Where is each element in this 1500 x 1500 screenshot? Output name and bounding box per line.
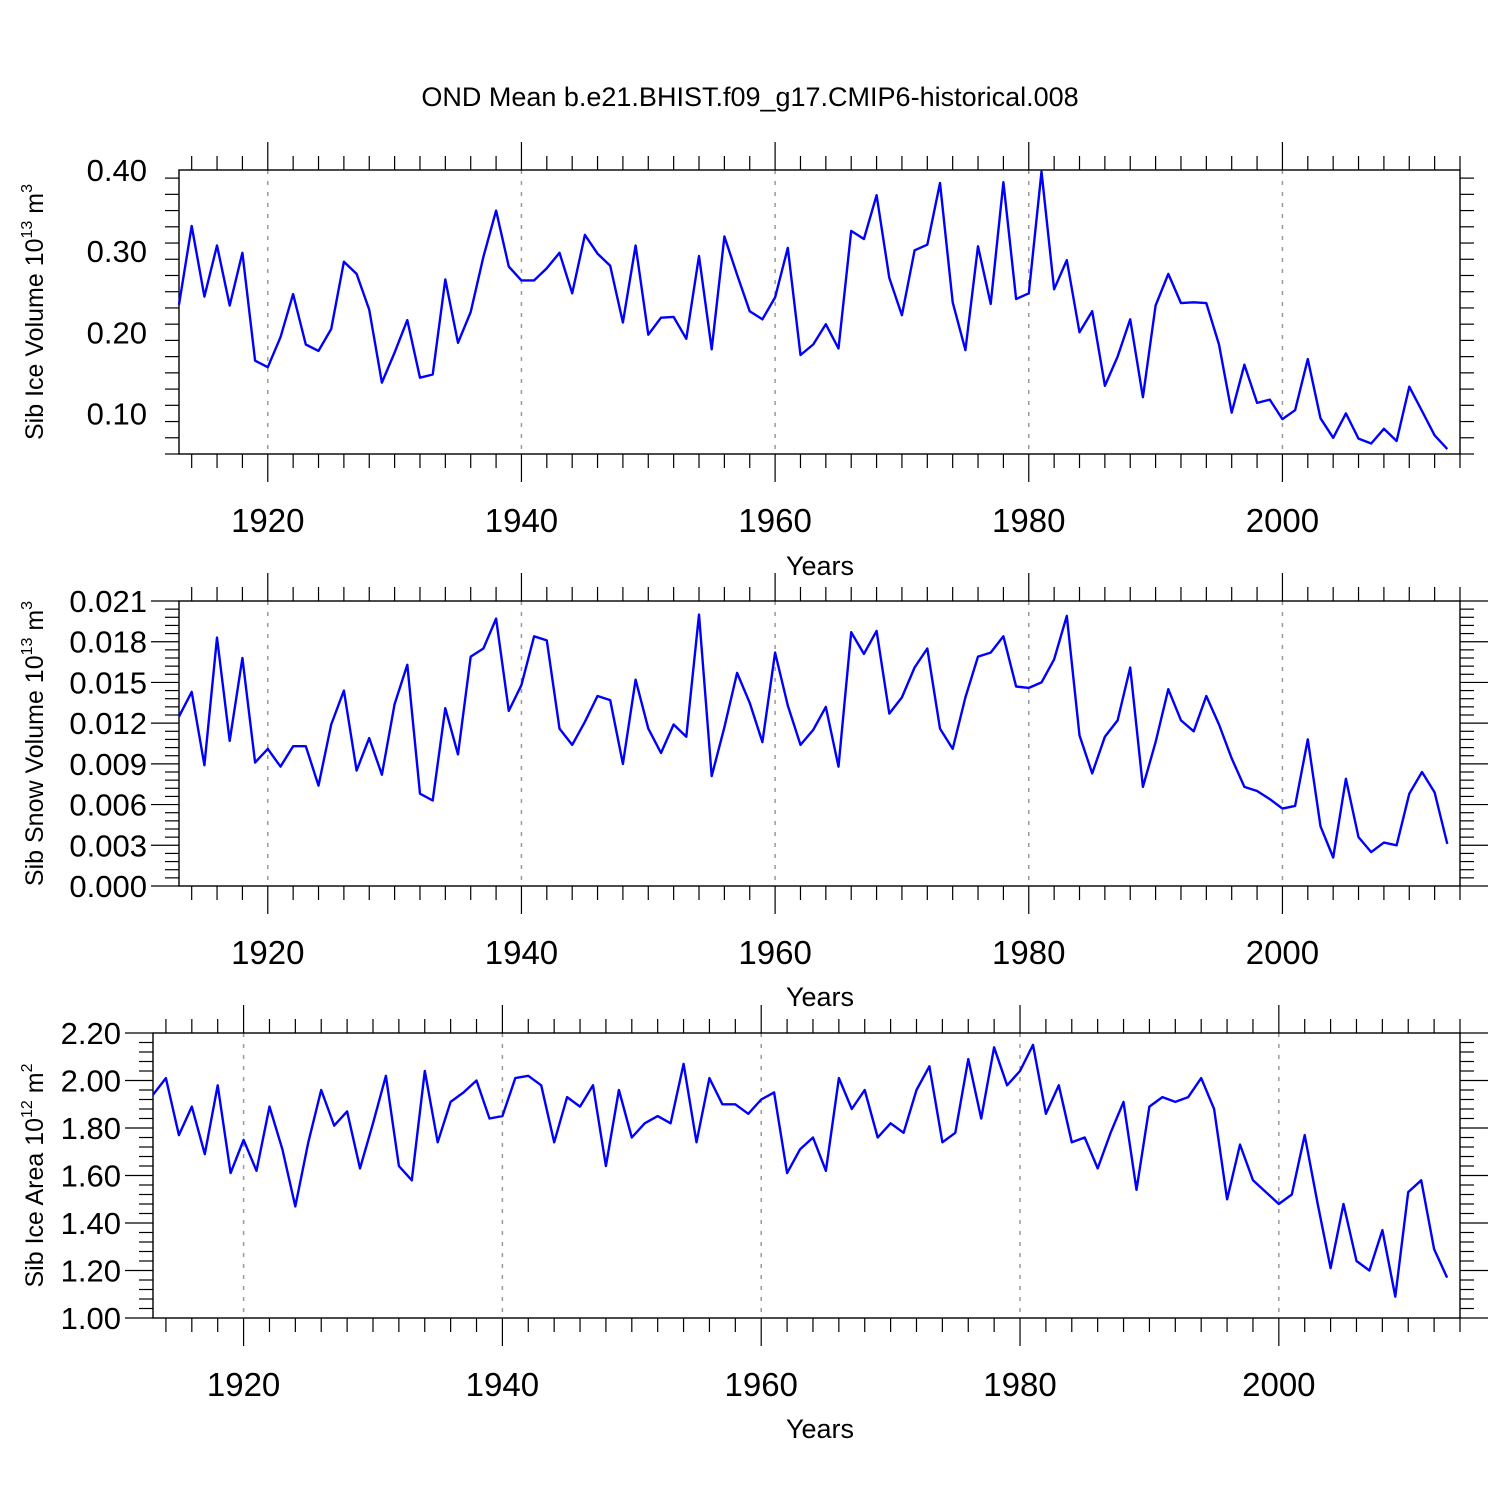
y-tick-label: 0.40: [87, 153, 147, 188]
y-tick-label: 0.003: [69, 828, 147, 863]
series-line: [177, 613, 1449, 859]
y-tick-label: 0.000: [69, 869, 147, 904]
x-tick-label: 1940: [485, 934, 558, 971]
y-tick-label: 2.20: [61, 1016, 121, 1051]
x-tick-label: 1920: [207, 1366, 280, 1403]
plot-frame: [178, 169, 1461, 455]
panel-1: 1920 1940 1960 1980 2000 Years 0.10 0.20 0.30 0.4…: [19, 142, 1474, 581]
x-tick-label: 1960: [724, 1366, 797, 1403]
series-line: [177, 170, 1449, 450]
x-tick-label: 1980: [992, 502, 1065, 539]
series-line: [152, 1043, 1449, 1298]
x-tick-label: 1940: [485, 502, 558, 539]
panel-2: 1920 1940 1960 1980 2000 Years 0.000 0.003 0.006…: [19, 573, 1488, 1012]
y-tick-label: 0.30: [87, 234, 147, 269]
x-axis-label: Years: [786, 982, 854, 1012]
x-tick-label: 1980: [992, 934, 1065, 971]
plot-frame: [178, 600, 1461, 887]
plot-frame: [152, 1032, 1461, 1319]
y-tick-label: 0.018: [69, 625, 147, 660]
x-tick-label: 1960: [738, 934, 811, 971]
y-axis-label: Sib Ice Volume 1013 m3: [19, 184, 49, 440]
x-axis-label: Years: [786, 1414, 854, 1444]
x-tick-label: 2000: [1246, 934, 1319, 971]
y-tick-label: 1.00: [61, 1301, 121, 1336]
y-tick-label: 0.009: [69, 747, 147, 782]
y-tick-label: 1.80: [61, 1111, 121, 1146]
y-tick-label: 0.006: [69, 788, 147, 823]
y-tick-label: 0.021: [69, 584, 147, 619]
y-tick-label: 1.20: [61, 1254, 121, 1289]
x-tick-label: 1940: [466, 1366, 539, 1403]
x-tick-label: 2000: [1246, 502, 1319, 539]
y-tick-label: 0.012: [69, 706, 147, 741]
x-tick-label: 2000: [1242, 1366, 1315, 1403]
y-tick-label: 0.015: [69, 665, 147, 700]
x-tick-label: 1920: [231, 934, 304, 971]
y-axis-label: Sib Snow Volume 1013 m3: [19, 601, 49, 886]
y-tick-label: 2.00: [61, 1064, 121, 1099]
y-axis-label: Sib Ice Area 1012 m2: [19, 1063, 49, 1287]
y-tick-label: 0.10: [87, 396, 147, 431]
x-tick-label: 1960: [738, 502, 811, 539]
panel-3: 1920 1940 1960 1980 2000 Years 1.00 1.20 1.40 1.6…: [19, 1005, 1488, 1444]
y-tick-label: 1.60: [61, 1159, 121, 1194]
figure-title: OND Mean b.e21.BHIST.f09_g17.CMIP6-histo…: [421, 82, 1078, 112]
x-tick-label: 1980: [983, 1366, 1056, 1403]
y-tick-label: 1.40: [61, 1206, 121, 1241]
x-tick-label: 1920: [231, 502, 304, 539]
x-axis-label: Years: [786, 551, 854, 581]
y-tick-label: 0.20: [87, 315, 147, 350]
